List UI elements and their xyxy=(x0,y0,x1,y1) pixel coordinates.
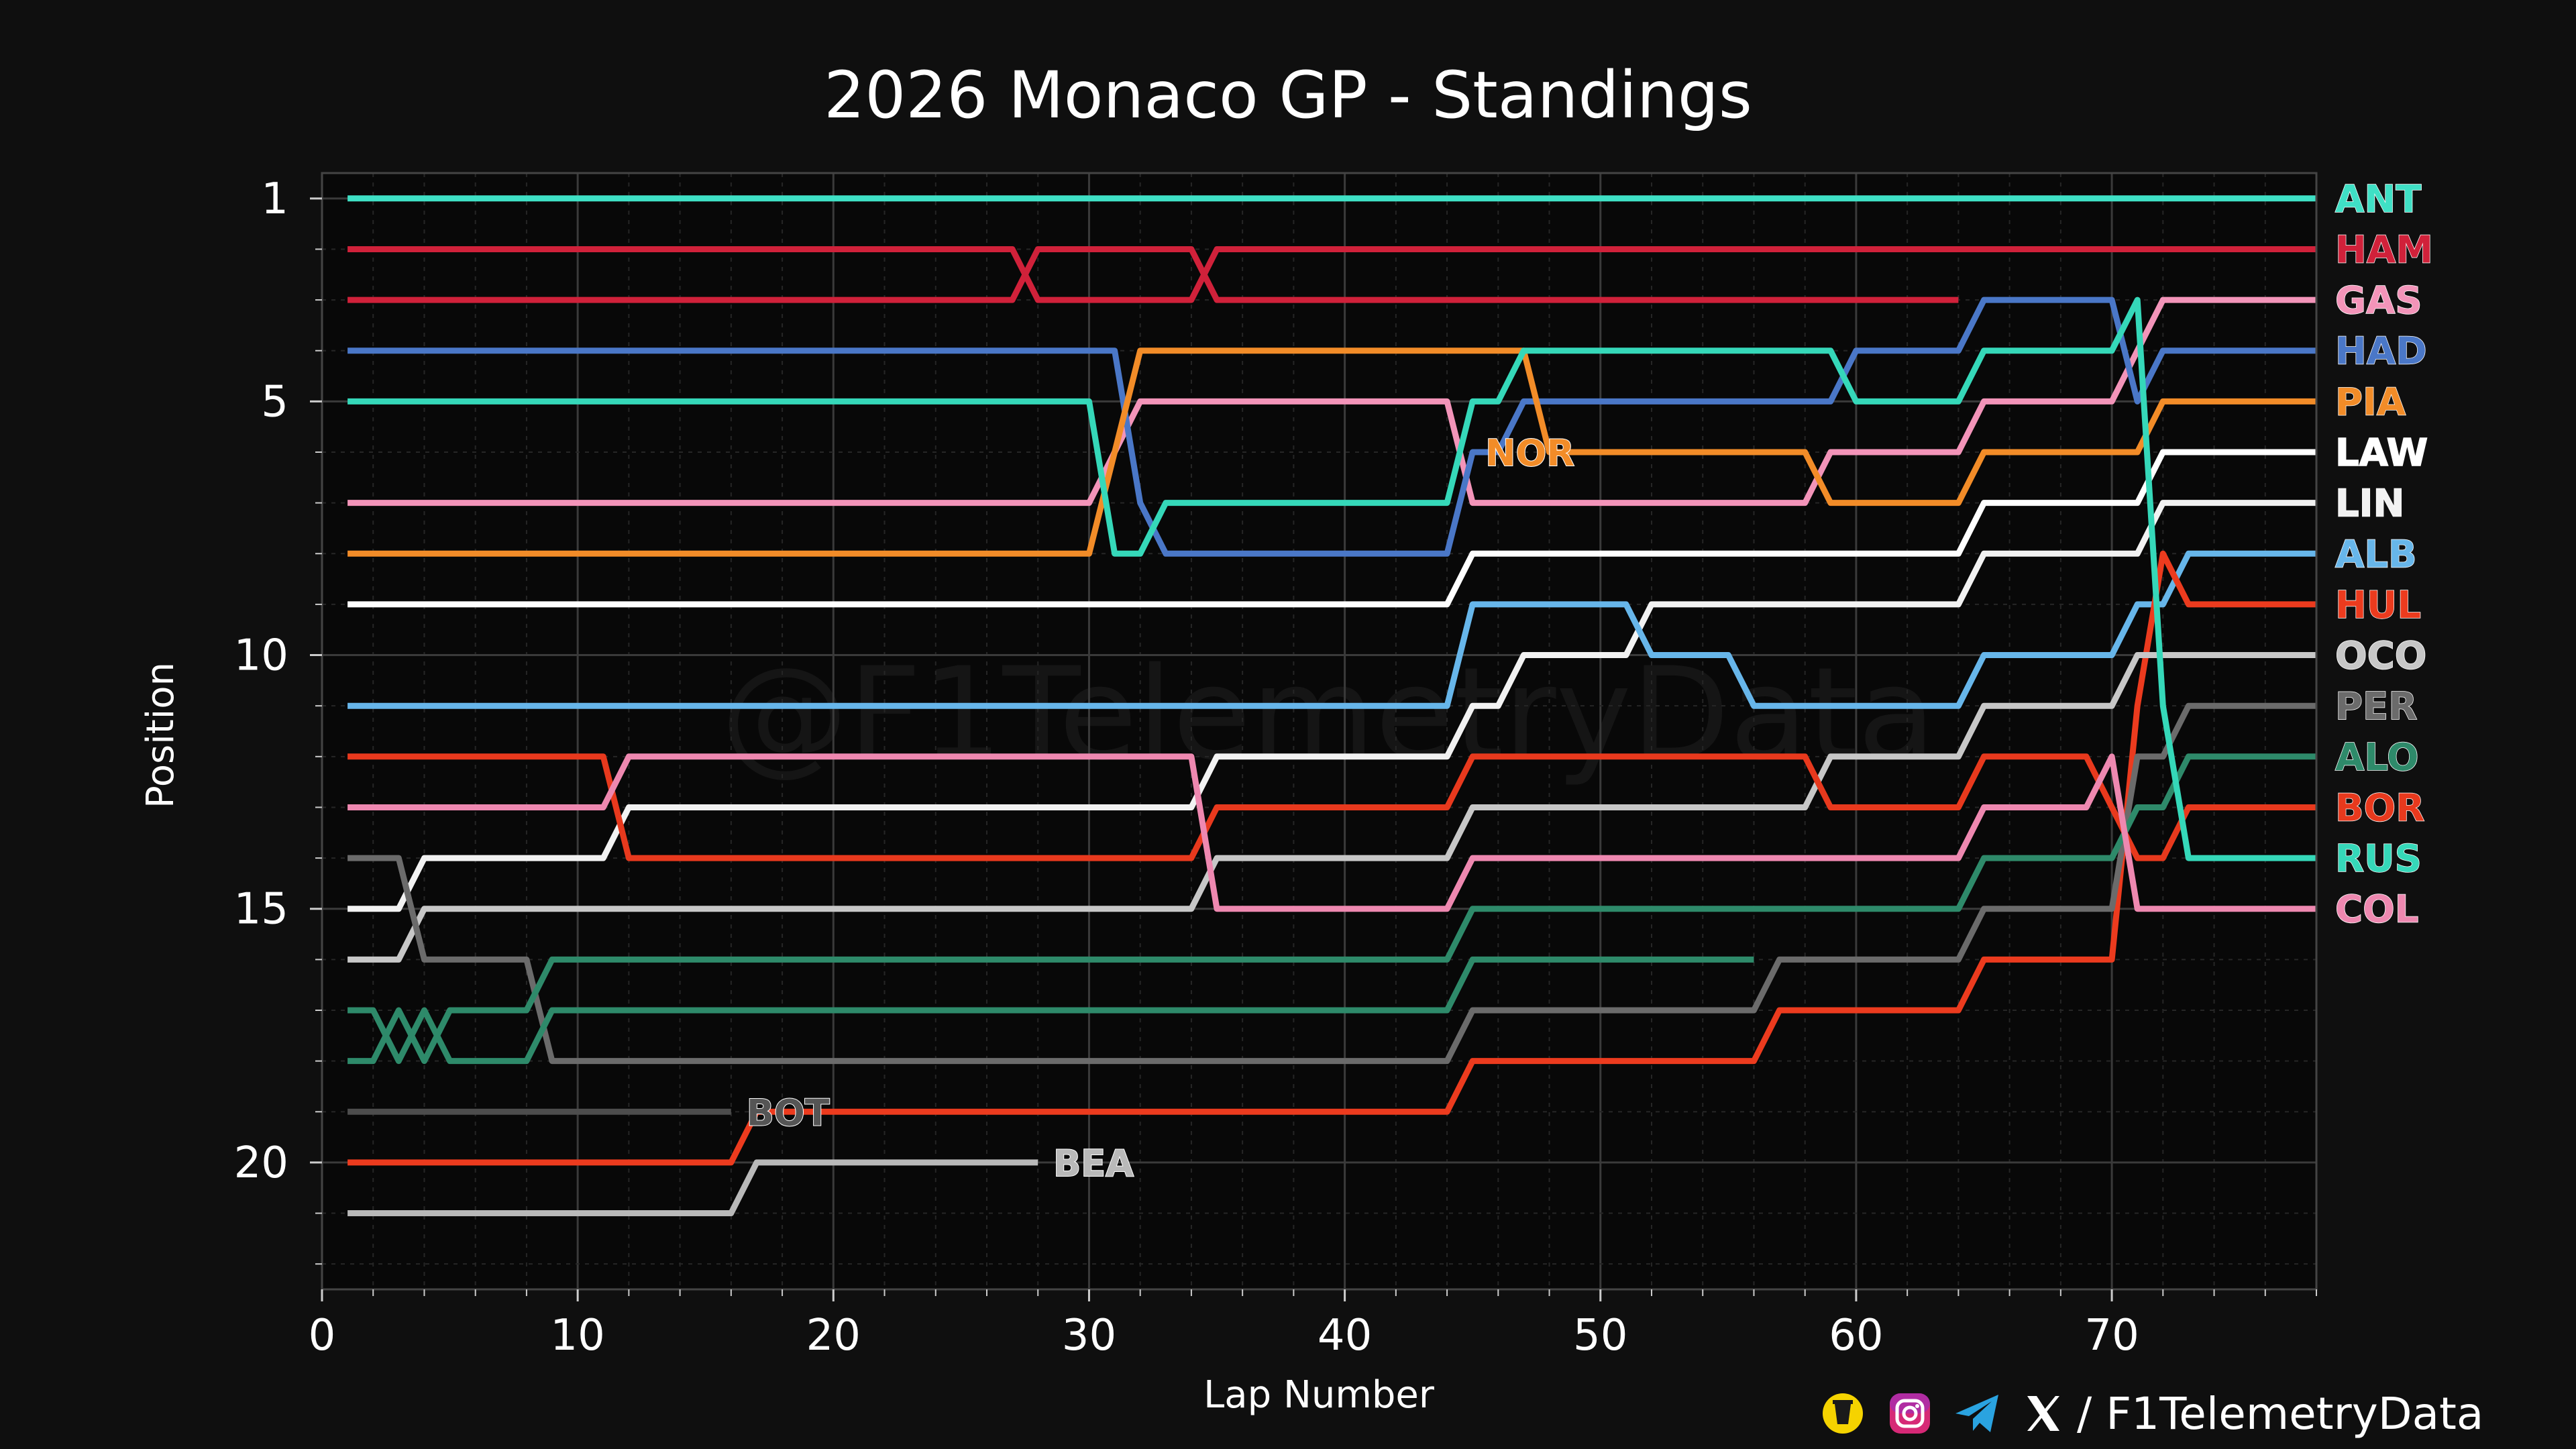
driver-label-gas: GAS xyxy=(2335,279,2422,323)
y-axis-label: Position xyxy=(139,662,182,808)
chart-title: 2026 Monaco GP - Standings xyxy=(824,58,1752,133)
x-tick-label: 60 xyxy=(1829,1311,1883,1360)
driver-label-alb: ALB xyxy=(2335,533,2417,576)
inline-label-nor: NOR xyxy=(1485,432,1574,474)
y-tick-label: 10 xyxy=(234,631,288,681)
series-line-unlabeled-2 xyxy=(347,246,1959,303)
driver-label-ham: HAM xyxy=(2335,228,2433,272)
driver-label-col: COL xyxy=(2335,888,2418,932)
driver-label-oco: OCO xyxy=(2335,635,2426,678)
x-tick-label: 20 xyxy=(806,1311,861,1360)
series-line-hul xyxy=(347,550,2316,1166)
driver-label-ant: ANT xyxy=(2335,178,2421,221)
driver-label-had: HAD xyxy=(2335,330,2427,374)
driver-label-per: PER xyxy=(2335,685,2417,729)
series-line-gas xyxy=(347,297,2316,506)
series-line-unlabeled-13 xyxy=(347,956,1754,1065)
x-icon[interactable] xyxy=(2027,1396,2059,1431)
y-tick-label: 5 xyxy=(261,377,288,427)
instagram-icon[interactable] xyxy=(1890,1393,1930,1434)
series-line-rus xyxy=(347,297,2316,861)
y-tick-label: 1 xyxy=(261,174,288,224)
series-line-ham xyxy=(347,246,2316,303)
x-tick-label: 0 xyxy=(309,1311,336,1360)
series-line-per xyxy=(347,702,2316,1065)
inline-label-bea: BEA xyxy=(1053,1142,1134,1185)
series-line-lin xyxy=(347,500,2316,912)
series-line-pia xyxy=(347,347,2316,557)
footer-handle: / F1TelemetryData xyxy=(2077,1388,2483,1440)
driver-label-hul: HUL xyxy=(2335,584,2421,627)
series-line-col xyxy=(347,753,2316,912)
x-tick-label: 30 xyxy=(1062,1311,1116,1360)
x-tick-label: 40 xyxy=(1318,1311,1372,1360)
driver-label-bor: BOR xyxy=(2335,786,2424,830)
driver-label-alo: ALO xyxy=(2335,736,2419,780)
y-tick-label: 20 xyxy=(234,1138,288,1188)
telegram-icon[interactable] xyxy=(1955,1395,1998,1432)
x-tick-label: 10 xyxy=(550,1311,604,1360)
x-tick-label: 50 xyxy=(1573,1311,1627,1360)
driver-label-law: LAW xyxy=(2335,431,2428,475)
inline-label-bot: BOT xyxy=(747,1091,830,1134)
y-tick-label: 15 xyxy=(234,885,288,934)
series-line-bea xyxy=(347,1159,1038,1216)
series-line-oco xyxy=(347,652,2316,963)
plot-frame xyxy=(321,172,2318,1291)
buymeacoffee-icon[interactable] xyxy=(1823,1393,1863,1434)
series-line-bor xyxy=(347,753,2316,861)
x-axis-label: Lap Number xyxy=(1203,1373,1435,1417)
footer: / F1TelemetryData xyxy=(1823,1388,2483,1440)
driver-label-pia: PIA xyxy=(2335,380,2406,424)
driver-label-rus: RUS xyxy=(2335,837,2422,881)
driver-label-lin: LIN xyxy=(2335,482,2404,526)
plot-area xyxy=(322,173,2316,1289)
series-line-law xyxy=(347,449,2316,608)
x-tick-label: 70 xyxy=(2084,1311,2139,1360)
